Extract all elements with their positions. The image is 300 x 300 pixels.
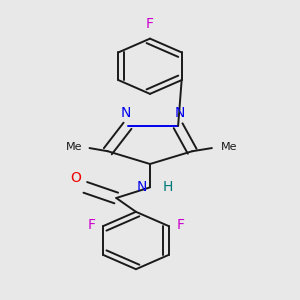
Text: Me: Me bbox=[66, 142, 82, 152]
Text: H: H bbox=[163, 180, 173, 194]
Text: F: F bbox=[177, 218, 184, 232]
Text: Me: Me bbox=[220, 142, 237, 152]
Text: N: N bbox=[175, 106, 185, 120]
Text: F: F bbox=[146, 17, 154, 31]
Text: O: O bbox=[71, 171, 82, 185]
Text: N: N bbox=[121, 106, 131, 120]
Text: N: N bbox=[136, 180, 147, 194]
Text: F: F bbox=[87, 218, 95, 232]
